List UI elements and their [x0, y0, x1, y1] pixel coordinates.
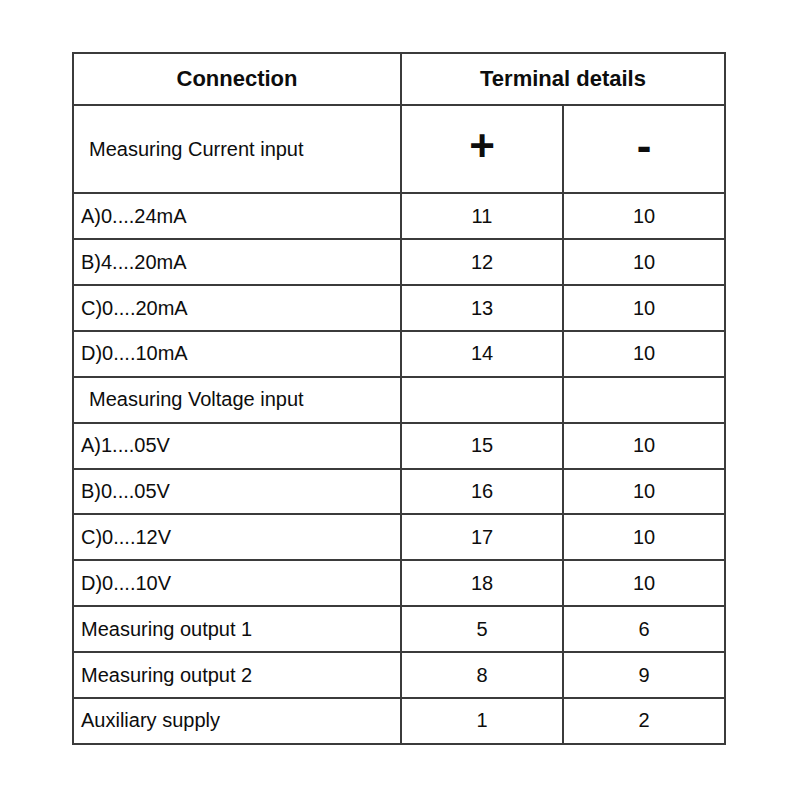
terminal-minus-cell: 10: [563, 193, 725, 239]
terminal-plus-cell: 13: [401, 285, 563, 331]
table-row: Measuring output 289: [73, 652, 725, 698]
connection-cell: Measuring output 1: [73, 606, 401, 652]
terminal-plus-cell: 15: [401, 423, 563, 469]
connection-cell: B)0....05V: [73, 469, 401, 515]
table-row: Measuring Voltage input: [73, 377, 725, 423]
table-row: D)0....10mA1410: [73, 331, 725, 377]
terminal-minus-cell: 10: [563, 285, 725, 331]
table-row: Measuring output 156: [73, 606, 725, 652]
table-row: D)0....10V1810: [73, 560, 725, 606]
terminal-plus-cell: 17: [401, 514, 563, 560]
connection-cell: Measuring output 2: [73, 652, 401, 698]
table-body: Measuring Current input+-A)0....24mA1110…: [73, 105, 725, 744]
table-header-row: Connection Terminal details: [73, 53, 725, 105]
connection-cell: Measuring Voltage input: [73, 377, 401, 423]
connection-cell: D)0....10V: [73, 560, 401, 606]
connection-cell: B)4....20mA: [73, 239, 401, 285]
terminal-minus-cell: 10: [563, 331, 725, 377]
connection-cell: C)0....12V: [73, 514, 401, 560]
table-row: B)0....05V1610: [73, 469, 725, 515]
terminal-minus-cell: 10: [563, 514, 725, 560]
terminal-minus-cell: 6: [563, 606, 725, 652]
terminal-minus-cell: 10: [563, 560, 725, 606]
connection-cell: A)0....24mA: [73, 193, 401, 239]
terminal-plus-cell: 5: [401, 606, 563, 652]
terminal-minus-cell: 10: [563, 469, 725, 515]
table-row: A)0....24mA1110: [73, 193, 725, 239]
terminal-plus-cell: 1: [401, 698, 563, 744]
terminal-minus-cell: 9: [563, 652, 725, 698]
terminal-minus-cell: [563, 377, 725, 423]
table-row: Measuring Current input+-: [73, 105, 725, 193]
terminal-minus-cell: 10: [563, 423, 725, 469]
terminal-plus-cell: [401, 377, 563, 423]
terminal-plus-cell: 18: [401, 560, 563, 606]
terminal-minus-cell: -: [563, 105, 725, 193]
terminal-minus-cell: 10: [563, 239, 725, 285]
terminal-minus-cell: 2: [563, 698, 725, 744]
document-page: Connection Terminal details Measuring Cu…: [0, 0, 800, 800]
table-row: Auxiliary supply12: [73, 698, 725, 744]
connection-cell: C)0....20mA: [73, 285, 401, 331]
table-row: C)0....20mA1310: [73, 285, 725, 331]
connection-cell: A)1....05V: [73, 423, 401, 469]
table-row: A)1....05V1510: [73, 423, 725, 469]
terminal-plus-cell: 8: [401, 652, 563, 698]
table-row: C)0....12V1710: [73, 514, 725, 560]
table-row: B)4....20mA1210: [73, 239, 725, 285]
header-connection: Connection: [73, 53, 401, 105]
connection-cell: Measuring Current input: [73, 105, 401, 193]
terminal-connection-table: Connection Terminal details Measuring Cu…: [72, 52, 726, 745]
terminal-plus-cell: 11: [401, 193, 563, 239]
terminal-plus-cell: 16: [401, 469, 563, 515]
terminal-plus-cell: 12: [401, 239, 563, 285]
terminal-plus-cell: 14: [401, 331, 563, 377]
connection-cell: D)0....10mA: [73, 331, 401, 377]
header-terminal-details: Terminal details: [401, 53, 725, 105]
connection-cell: Auxiliary supply: [73, 698, 401, 744]
terminal-plus-cell: +: [401, 105, 563, 193]
